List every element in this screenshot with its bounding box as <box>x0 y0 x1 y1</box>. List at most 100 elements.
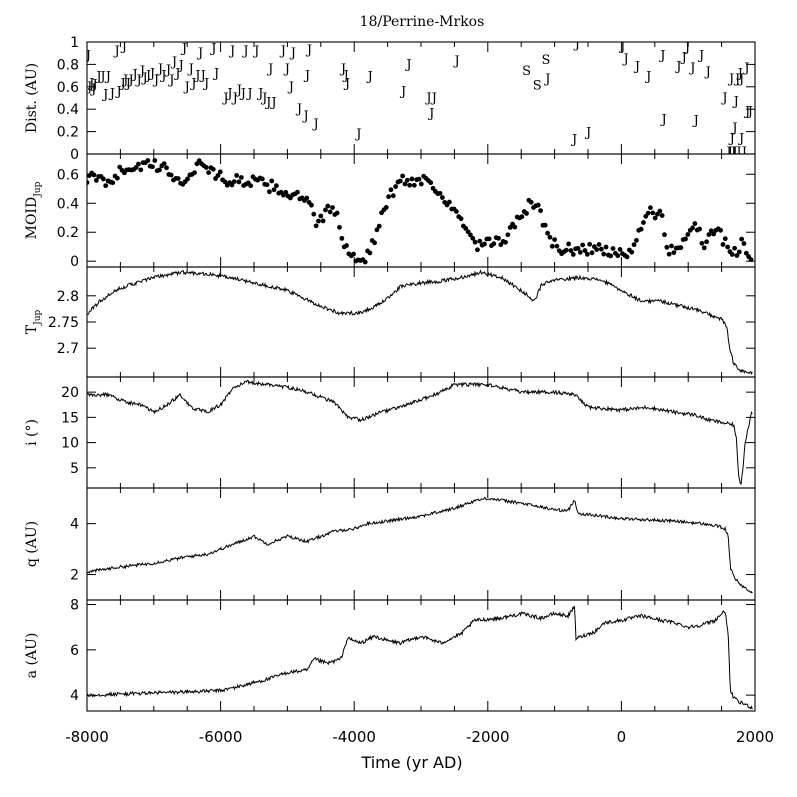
moid-point <box>411 182 417 188</box>
moid-point <box>482 241 487 247</box>
jupiter-encounter-marker: J <box>266 62 273 77</box>
moid-point <box>416 176 422 182</box>
y-tick-label: 0.4 <box>57 196 79 212</box>
jupiter-encounter-marker: J <box>342 69 349 84</box>
jupiter-encounter-marker: J <box>180 42 187 57</box>
jupiter-encounter-marker: J <box>126 73 133 88</box>
moid-point <box>722 236 728 242</box>
x-tick-label: 2000 <box>736 728 774 746</box>
jupiter-encounter-marker: J <box>212 66 219 81</box>
jupiter-encounter-marker: J <box>644 70 651 85</box>
moid-point <box>388 187 394 193</box>
jupiter-encounter-marker: J <box>167 73 174 88</box>
moid-point <box>685 232 691 237</box>
jupiter-encounter-marker: J <box>633 60 640 75</box>
moid-point <box>318 213 324 219</box>
moid-point <box>587 241 593 247</box>
y-tick-label: 0.2 <box>57 225 79 241</box>
moid-point <box>351 251 356 257</box>
jupiter-encounter-marker: J <box>312 117 319 132</box>
y-tick-label: 0.6 <box>57 80 79 96</box>
moid-point <box>634 237 639 243</box>
jupiter-encounter-marker: J <box>196 46 203 61</box>
moid-point <box>563 247 569 253</box>
moid-point <box>650 210 656 216</box>
jupiter-encounter-marker: J <box>118 76 125 91</box>
jupiter-encounter-marker: J <box>189 76 196 91</box>
jupiter-encounter-marker: J <box>543 72 550 87</box>
jupiter-encounter-marker: J <box>680 51 687 66</box>
jupiter-encounter-marker: J <box>252 44 259 59</box>
moid-point <box>463 226 469 231</box>
jupiter-encounter-marker: J <box>743 104 750 119</box>
x-tick-label: -4000 <box>332 728 376 746</box>
series-line-a <box>87 605 753 710</box>
jupiter-encounter-marker: J <box>87 76 94 91</box>
y-tick-label: 2.75 <box>48 315 79 331</box>
moid-point <box>439 195 445 200</box>
moid-point <box>505 232 511 238</box>
moid-point <box>376 223 382 229</box>
jupiter-encounter-marker: J <box>84 48 91 63</box>
y-tick-label: 20 <box>61 385 79 401</box>
moid-point <box>582 248 588 253</box>
moid-point <box>437 190 443 196</box>
chart-title: 18/Perrine-Mrkos <box>360 14 485 30</box>
moid-point <box>638 226 644 232</box>
moid-point <box>615 253 621 259</box>
moid-point <box>683 236 688 242</box>
moid-point <box>269 178 275 184</box>
moid-point <box>470 235 476 241</box>
jupiter-encounter-marker: J <box>732 94 739 109</box>
moid-point <box>603 244 609 250</box>
saturn-encounter-marker: S <box>541 53 550 68</box>
jupiter-encounter-marker: J <box>730 145 737 160</box>
y-tick-label: 0 <box>70 147 79 163</box>
moid-point <box>701 245 707 251</box>
jupiter-encounter-marker: J <box>239 87 246 102</box>
moid-point <box>739 236 745 242</box>
moid-point <box>617 247 623 252</box>
jupiter-encounter-marker: J <box>343 76 350 91</box>
jupiter-encounter-marker: J <box>144 69 151 84</box>
moid-point <box>486 236 492 242</box>
moid-point <box>407 182 413 188</box>
jupiter-encounter-marker: J <box>173 66 180 81</box>
moid-point <box>311 211 317 217</box>
jupiter-encounter-marker: J <box>130 67 137 82</box>
y-axis-label: Dist. (AU) <box>24 63 40 133</box>
moid-point <box>657 208 663 214</box>
saturn-encounter-marker: S <box>522 64 531 79</box>
jupiter-encounter-marker: J <box>692 113 699 128</box>
moid-point <box>418 181 424 187</box>
moid-point <box>203 165 209 170</box>
moid-point <box>136 161 141 167</box>
moid-point <box>718 227 723 233</box>
moid-point <box>535 202 541 208</box>
moid-point <box>629 249 635 255</box>
moid-point <box>362 259 368 265</box>
jupiter-encounter-marker: J <box>430 91 437 106</box>
panel-data <box>87 269 753 375</box>
x-axis-label: Time (yr AD) <box>360 753 462 772</box>
moid-point <box>697 226 702 232</box>
moid-point <box>327 209 333 215</box>
jupiter-encounter-marker: J <box>399 84 406 99</box>
y-tick-label: 2.7 <box>57 341 79 357</box>
moid-point <box>552 237 557 242</box>
series-line-q <box>87 496 753 594</box>
jupiter-encounter-marker: J <box>193 69 200 84</box>
jupiter-encounter-marker: J <box>170 55 177 70</box>
moid-point <box>610 246 616 251</box>
moid-point <box>475 247 480 253</box>
moid-point <box>295 189 300 195</box>
jupiter-encounter-marker: J <box>339 62 346 77</box>
y-tick-label: 2 <box>70 568 79 584</box>
moid-point <box>175 176 181 181</box>
y-axis-label: a (AU) <box>24 633 40 679</box>
moid-point <box>524 211 529 216</box>
moid-point <box>390 193 396 199</box>
moid-point <box>741 241 747 246</box>
